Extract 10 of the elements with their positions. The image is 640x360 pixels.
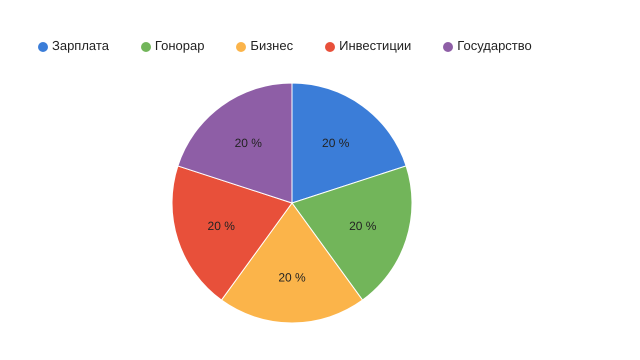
data-label: 20 %: [234, 136, 262, 150]
data-label: 20 %: [278, 270, 306, 284]
data-label: 20 %: [349, 218, 377, 233]
legend-label: Зарплата: [52, 38, 109, 53]
data-label: 20 %: [322, 136, 350, 150]
data-label: 20 %: [208, 218, 236, 233]
legend-label: Гонорар: [154, 38, 204, 53]
legend-label: Бизнес: [250, 38, 294, 53]
legend-label: Инвестиции: [339, 38, 412, 53]
legend-label: Государство: [457, 38, 532, 53]
